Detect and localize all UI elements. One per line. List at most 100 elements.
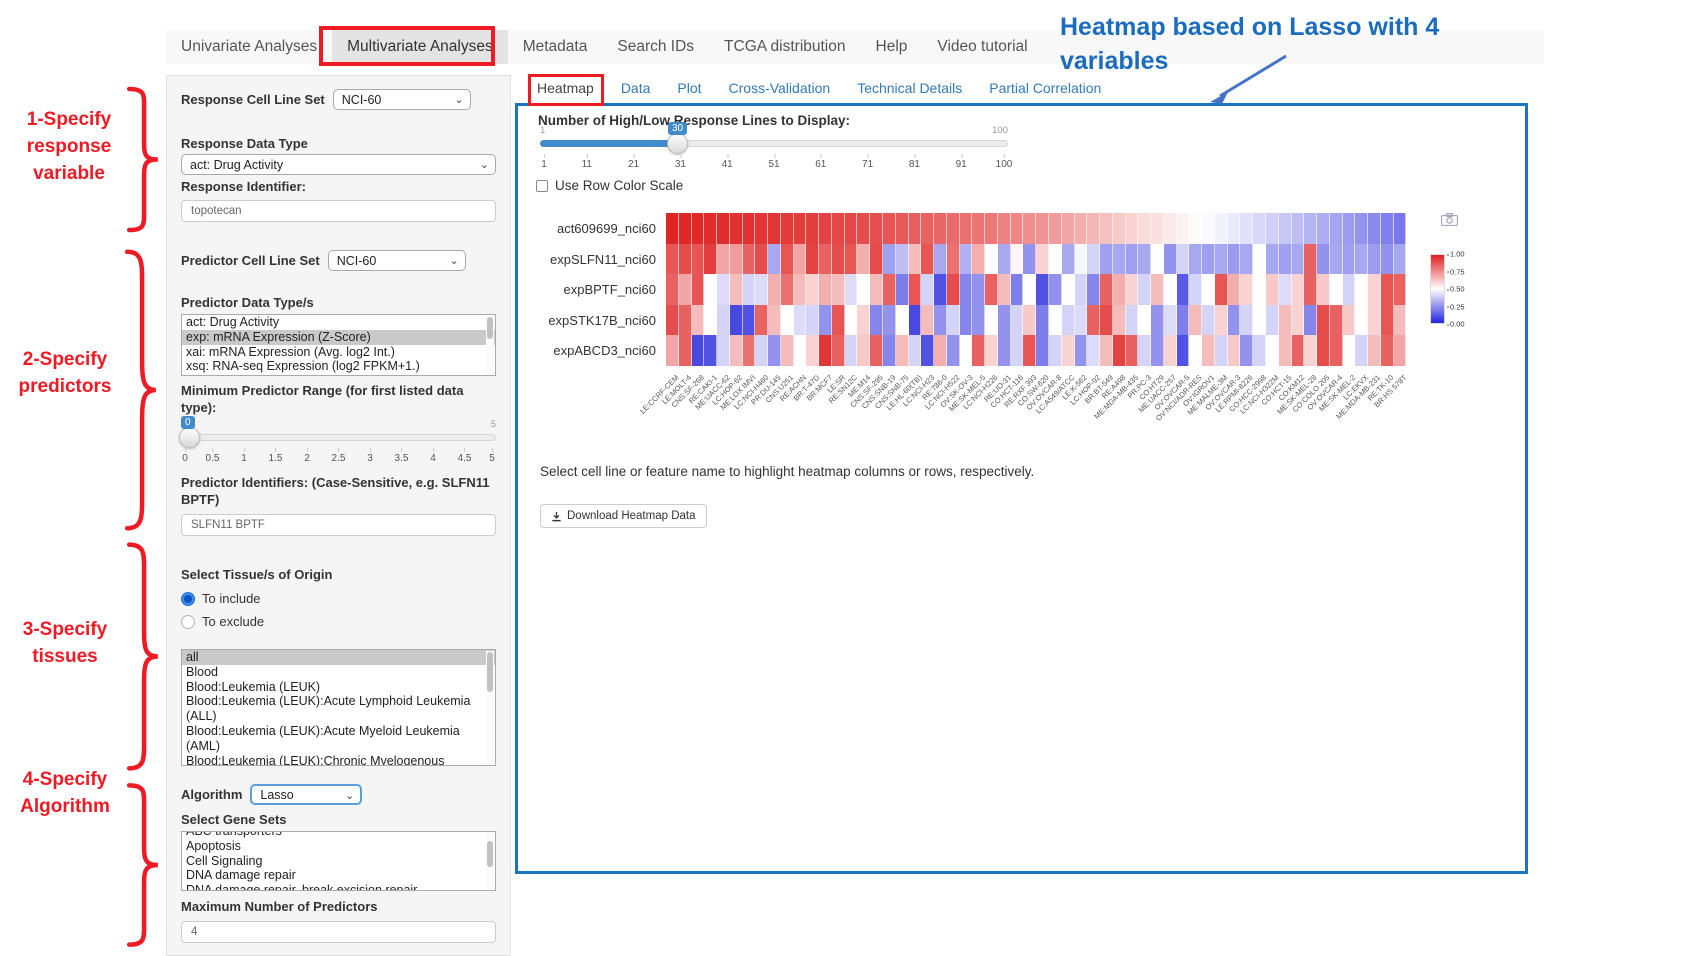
option-exp-mrna-expression-z-score[interactable]: exp: mRNA Expression (Z-Score): [182, 329, 495, 345]
heatmap-cell[interactable]: [793, 243, 807, 275]
heatmap-cell[interactable]: [1342, 274, 1356, 305]
heatmap-cell[interactable]: [1061, 213, 1075, 244]
heatmap-cell[interactable]: [1317, 304, 1330, 336]
row-label-expstk17b-nci60[interactable]: expSTK17B_nci60: [548, 312, 656, 328]
heatmap-cell[interactable]: [1100, 335, 1113, 366]
heatmap-cell[interactable]: [1189, 243, 1203, 275]
heatmap-cell[interactable]: [870, 304, 884, 336]
heatmap-cell[interactable]: [1393, 304, 1407, 336]
heatmap-cell[interactable]: [972, 243, 986, 275]
heatmap-cell[interactable]: [1265, 243, 1279, 275]
option-blood-leukemia-leuk-chronic-myelogenous-leukemia-cml[interactable]: Blood:Leukemia (LEUK):Chronic Myelogenou…: [186, 753, 445, 766]
heatmap-cell[interactable]: [934, 335, 947, 366]
heatmap-cell[interactable]: [972, 274, 986, 305]
heatmap-cell[interactable]: [883, 213, 896, 244]
heatmap-cell[interactable]: [1189, 274, 1203, 305]
nav-item-metadata[interactable]: Metadata: [522, 38, 588, 55]
heatmap-cell[interactable]: [985, 335, 998, 366]
heatmap-cell[interactable]: [768, 213, 781, 244]
heatmap-cell[interactable]: [883, 304, 896, 336]
heatmap-cell[interactable]: [1061, 335, 1075, 366]
tab-heatmap[interactable]: Heatmap: [537, 80, 594, 96]
heatmap-cell[interactable]: [1189, 335, 1203, 366]
heatmap-cell[interactable]: [1100, 243, 1113, 275]
heatmap-cell[interactable]: [819, 213, 832, 244]
heatmap-cell[interactable]: [1317, 274, 1330, 305]
heatmap-cell[interactable]: [997, 274, 1011, 305]
heatmap-cell[interactable]: [742, 243, 756, 275]
heatmap-cell[interactable]: [717, 274, 730, 305]
heatmap-cell[interactable]: [959, 274, 973, 305]
download-heatmap-data-button[interactable]: Download Heatmap Data: [540, 504, 707, 528]
predictor-identifiers-input[interactable]: SLFN11 BPTF: [181, 514, 496, 536]
heatmap-cell[interactable]: [959, 304, 973, 336]
option-act-drug-activity[interactable]: act: Drug Activity: [186, 315, 280, 329]
heatmap-cell[interactable]: [1176, 304, 1190, 336]
heatmap-cell[interactable]: [780, 304, 794, 336]
heatmap-cell[interactable]: [895, 213, 909, 244]
heatmap-cell[interactable]: [1393, 213, 1407, 244]
heatmap-cell[interactable]: [1393, 243, 1407, 275]
option-dna-damage-repair[interactable]: DNA damage repair: [186, 868, 296, 883]
heatmap-cell[interactable]: [717, 304, 730, 336]
heatmap-cell[interactable]: [1240, 335, 1254, 366]
heatmap-cell[interactable]: [883, 335, 896, 366]
heatmap-cell[interactable]: [1304, 335, 1318, 366]
heatmap-cell[interactable]: [1163, 243, 1177, 275]
scrollbar-thumb[interactable]: [487, 841, 493, 867]
heatmap-cell[interactable]: [819, 304, 832, 336]
min-predictor-range-slider[interactable]: 5 0 0 0.5 1 1.5 2 2.5 3 3.5 4 4.5 5: [179, 416, 496, 464]
heatmap-cell[interactable]: [1061, 274, 1075, 305]
heatmap-cell[interactable]: [1227, 243, 1241, 275]
heatmap-cell[interactable]: [1036, 213, 1049, 244]
heatmap-cell[interactable]: [1138, 243, 1152, 275]
heatmap-cell[interactable]: [806, 243, 820, 275]
row-label-expabcd3-nci60[interactable]: expABCD3_nci60: [553, 343, 656, 359]
heatmap-cell[interactable]: [1278, 243, 1292, 275]
heatmap-cell[interactable]: [1189, 213, 1203, 244]
option-cell-signaling[interactable]: Cell Signaling: [186, 853, 263, 868]
heatmap-cell[interactable]: [1151, 304, 1164, 336]
heatmap-cell[interactable]: [768, 243, 781, 275]
heatmap-cell[interactable]: [1278, 274, 1292, 305]
heatmap-cell[interactable]: [1317, 335, 1330, 366]
algorithm-select[interactable]: Lasso ⌄: [250, 784, 363, 805]
nav-item-search-ids[interactable]: Search IDs: [617, 38, 695, 55]
heatmap-cell[interactable]: [1138, 335, 1152, 366]
heatmap-cell[interactable]: [1202, 335, 1215, 366]
heatmap-cell[interactable]: [717, 335, 730, 366]
heatmap-cell[interactable]: [780, 335, 794, 366]
heatmap-cell[interactable]: [844, 243, 858, 275]
heatmap-cell[interactable]: [870, 335, 884, 366]
row-label-expslfn11-nci60[interactable]: expSLFN11_nci60: [550, 251, 656, 267]
heatmap-cell[interactable]: [1214, 274, 1228, 305]
heatmap-cell[interactable]: [1112, 274, 1126, 305]
heatmap-cell[interactable]: [1176, 243, 1190, 275]
heatmap-cell[interactable]: [1304, 304, 1318, 336]
scrollbar[interactable]: [486, 651, 494, 764]
heatmap-cell[interactable]: [729, 274, 743, 305]
heatmap-cell[interactable]: [666, 274, 679, 305]
heatmap-cell[interactable]: [806, 335, 820, 366]
heatmap-cell[interactable]: [844, 213, 858, 244]
nav-item-multivariate-analyses[interactable]: Multivariate Analyses: [332, 30, 508, 64]
heatmap-cell[interactable]: [1125, 243, 1139, 275]
heatmap-cell[interactable]: [1163, 213, 1177, 244]
heatmap-cell[interactable]: [997, 213, 1011, 244]
heatmap-cell[interactable]: [1291, 274, 1305, 305]
heatmap-cell[interactable]: [1202, 243, 1215, 275]
heatmap-cell[interactable]: [1380, 213, 1394, 244]
tab-data[interactable]: Data: [620, 80, 651, 96]
heatmap-cell[interactable]: [1138, 274, 1152, 305]
heatmap-cell[interactable]: [959, 335, 973, 366]
heatmap-cell[interactable]: [831, 213, 845, 244]
scrollbar-thumb[interactable]: [487, 317, 493, 339]
heatmap-cell[interactable]: [1010, 335, 1024, 366]
heatmap-cell[interactable]: [1227, 335, 1241, 366]
heatmap-cell[interactable]: [755, 274, 769, 305]
option-xsq-rna-seq-expression-log2-fpkm-1[interactable]: xsq: RNA-seq Expression (log2 FPKM+1.): [186, 359, 420, 374]
heatmap-cell[interactable]: [1100, 304, 1113, 336]
heatmap-cell[interactable]: [1074, 243, 1088, 275]
heatmap-cell[interactable]: [985, 304, 998, 336]
heatmap-cell[interactable]: [1253, 335, 1266, 366]
